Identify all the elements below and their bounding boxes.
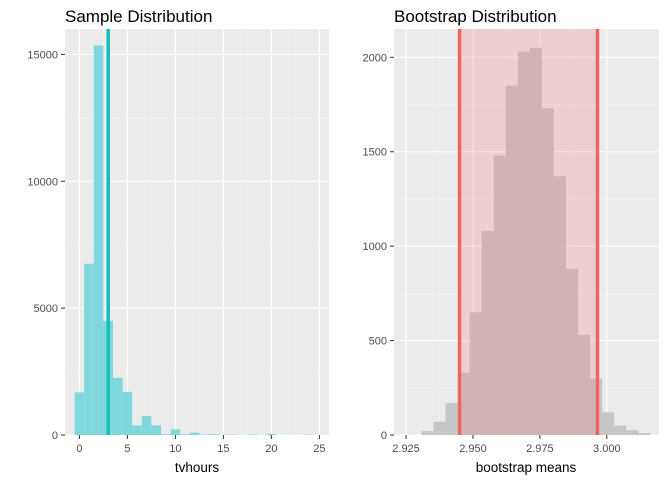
histogram-bar bbox=[505, 85, 518, 436]
x-tick-label: 10 bbox=[169, 443, 181, 455]
histogram-bar bbox=[565, 268, 579, 435]
histogram-bar bbox=[113, 377, 123, 435]
histogram-bar bbox=[469, 312, 482, 435]
y-tick-label: 2000 bbox=[363, 52, 387, 64]
histogram-bar bbox=[614, 425, 627, 435]
histogram-bar bbox=[638, 433, 651, 435]
y-tick-label: 15000 bbox=[27, 49, 58, 61]
x-tick-label: 25 bbox=[313, 443, 325, 455]
histogram-bar bbox=[578, 334, 591, 435]
bootstrap-distribution-panel: Bootstrap Distribution 0500100015002000 … bbox=[363, 7, 659, 475]
histogram-bar bbox=[445, 402, 458, 435]
histogram-bar bbox=[529, 47, 542, 435]
histogram-bar bbox=[122, 391, 133, 435]
x-tick-label: 2.925 bbox=[392, 443, 420, 455]
y-tick-label: 5000 bbox=[34, 303, 58, 315]
histogram-bar bbox=[266, 433, 277, 435]
histogram-bar bbox=[151, 425, 161, 435]
y-tick-label: 0 bbox=[381, 430, 387, 442]
histogram-bar bbox=[74, 392, 85, 435]
histogram-bar bbox=[84, 263, 94, 435]
x-tick-label: 0 bbox=[76, 443, 82, 455]
y-tick-label: 0 bbox=[52, 430, 58, 442]
x-axis-label: bootstrap means bbox=[476, 460, 577, 475]
histogram-bar bbox=[247, 434, 257, 435]
histogram-bar bbox=[93, 45, 104, 436]
histogram-bar bbox=[517, 51, 530, 436]
chart-title: Sample Distribution bbox=[65, 7, 212, 26]
y-tick-label: 500 bbox=[369, 336, 387, 348]
x-tick-label: 2.975 bbox=[526, 443, 554, 455]
sample-distribution-panel: Sample Distribution 0 5000 10000 15000 0 5 10… bbox=[27, 7, 329, 475]
histogram-bar bbox=[481, 231, 494, 435]
histogram-bar bbox=[493, 155, 506, 435]
y-tick-label: 10000 bbox=[27, 176, 58, 188]
y-tick-label: 1500 bbox=[363, 147, 387, 159]
x-tick-label: 3.000 bbox=[593, 443, 621, 455]
x-axis-label: tvhours bbox=[175, 460, 220, 475]
x-tick-label: 15 bbox=[217, 443, 229, 455]
histogram-bar bbox=[189, 432, 200, 435]
confidence-interval-band bbox=[459, 29, 598, 435]
x-tick-label: 20 bbox=[265, 443, 277, 455]
histogram-bar bbox=[433, 421, 446, 435]
histogram-bar bbox=[602, 412, 615, 435]
histogram-bar bbox=[421, 431, 434, 435]
histogram-bar bbox=[170, 429, 181, 435]
histogram-bar bbox=[180, 434, 190, 435]
y-tick-label: 1000 bbox=[363, 241, 387, 253]
histogram-bar bbox=[209, 434, 219, 435]
histogram-bar bbox=[541, 108, 554, 435]
histogram-bar bbox=[132, 425, 142, 435]
histogram-bar bbox=[553, 176, 566, 435]
histogram-bar bbox=[141, 415, 152, 435]
chart-title: Bootstrap Distribution bbox=[394, 7, 557, 26]
x-tick-label: 5 bbox=[124, 443, 130, 455]
histogram-bar bbox=[626, 430, 639, 435]
x-tick-label: 2.950 bbox=[459, 443, 487, 455]
histogram-bar bbox=[161, 434, 171, 435]
